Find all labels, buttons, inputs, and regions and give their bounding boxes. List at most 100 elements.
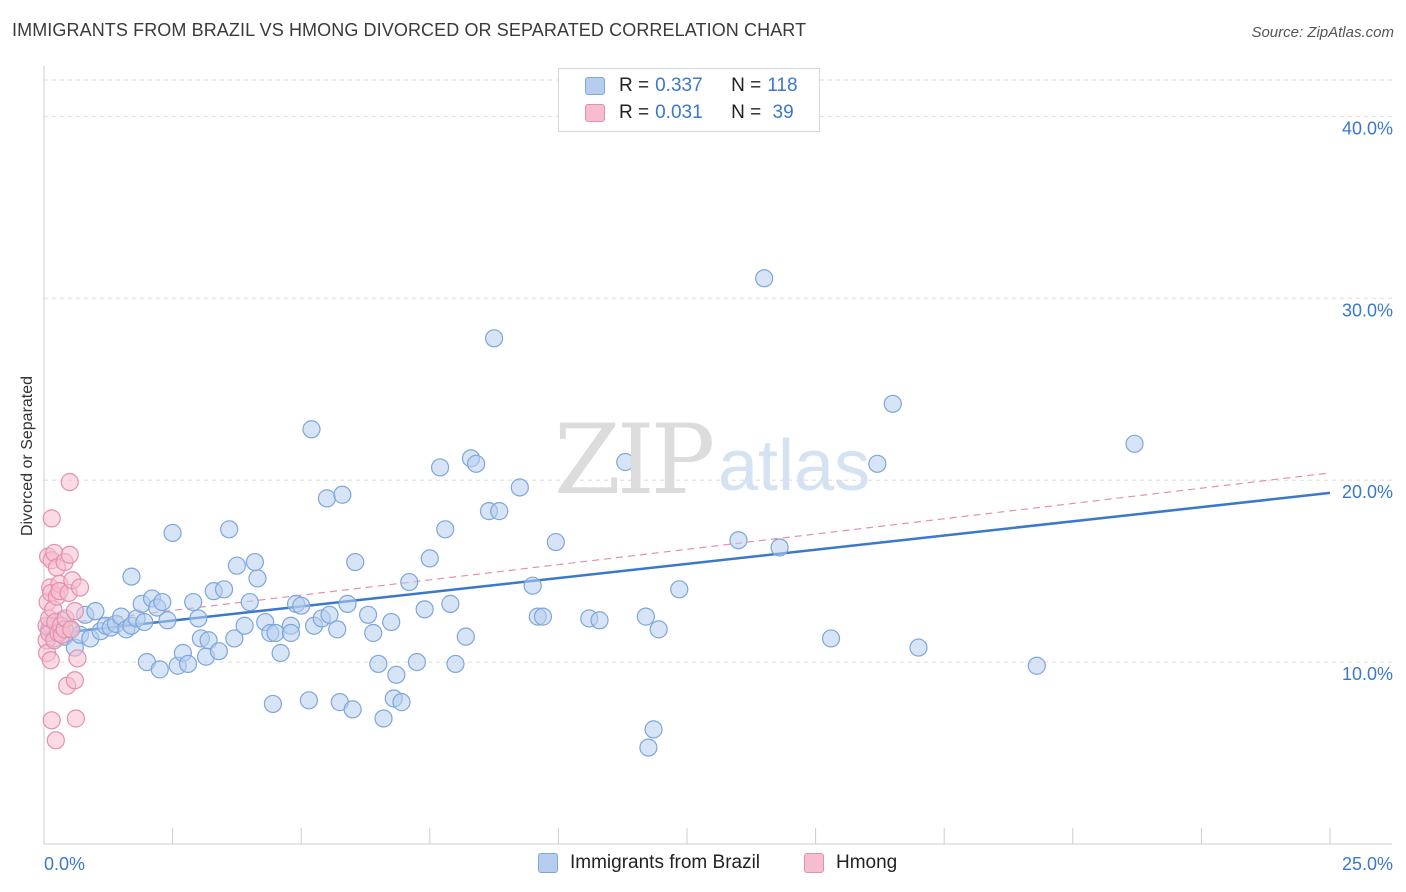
brazil-point <box>266 623 285 643</box>
chart-title: IMMIGRANTS FROM BRAZIL VS HMONG DIVORCED… <box>12 20 807 40</box>
y-tick-label: 10.0% <box>1342 664 1393 684</box>
brazil-point <box>909 638 928 657</box>
brazil-point <box>346 552 365 572</box>
brazil-point <box>248 569 267 588</box>
brazil-point <box>225 629 244 648</box>
brazil-point <box>333 485 352 504</box>
brazil-point <box>338 594 357 613</box>
legend-r-value: 0.031 <box>655 102 703 123</box>
brazil-point <box>263 694 283 714</box>
brazil-point <box>320 605 339 624</box>
brazil-point <box>227 556 246 575</box>
axes <box>43 66 1392 845</box>
brazil-point <box>1027 656 1046 675</box>
brazil-point <box>420 549 439 568</box>
brazil-point <box>533 607 553 626</box>
brazil-point <box>821 629 841 648</box>
y-tick-label: 40.0% <box>1342 118 1393 138</box>
hmong-point <box>68 649 87 668</box>
brazil-point <box>240 592 259 612</box>
brazil-point <box>883 394 902 413</box>
brazil-point <box>446 654 465 674</box>
brazil-point <box>636 607 655 626</box>
legend-r-label: R = <box>619 102 650 123</box>
legend-row-hmong: R = 0.031 N = 39 <box>585 100 794 126</box>
brazil-point <box>639 738 658 757</box>
brazil-point <box>220 520 239 539</box>
watermark-zip: ZIP <box>554 404 715 516</box>
hmong-point <box>42 509 61 528</box>
brazil-trend-line <box>43 491 1331 637</box>
brazil-point <box>209 642 228 661</box>
legend-n-label: N = <box>731 102 762 123</box>
brazil-point <box>369 654 388 674</box>
brazil-point <box>644 720 663 739</box>
brazil-point <box>387 665 406 684</box>
correlation-legend: R = 0.337 N = 118 R = 0.031 N = 39 <box>558 68 820 132</box>
brazil-point <box>158 611 177 630</box>
brazil-point <box>86 602 105 621</box>
brazil-point <box>271 643 290 663</box>
brazil-point <box>364 623 383 643</box>
brazil-point <box>510 478 529 497</box>
bottom-legend-swatch-hmong <box>804 853 824 873</box>
brazil-point <box>328 620 347 639</box>
brazil-point <box>670 580 689 599</box>
brazil-point <box>430 458 450 477</box>
legend-swatch-hmong <box>585 104 605 122</box>
brazil-point <box>235 616 254 635</box>
hmong-point <box>42 711 61 730</box>
brazil-point <box>466 454 486 473</box>
brazil-point <box>358 605 378 624</box>
brazil-point <box>616 452 635 472</box>
brazil-point <box>343 700 362 719</box>
brazil-point <box>374 709 393 728</box>
y-axis-title: Divorced or Separated <box>19 375 36 537</box>
hmong-point <box>46 731 65 750</box>
watermark-atlas: atlas <box>718 426 871 506</box>
brazil-point <box>382 612 401 632</box>
brazil-point <box>163 523 182 543</box>
x-tick-label-min: 0.0% <box>44 854 85 874</box>
brazil-point <box>317 489 337 508</box>
legend-row-brazil: R = 0.337 N = 118 <box>585 73 798 99</box>
brazil-point <box>1125 434 1144 453</box>
legend-n-label: N = <box>731 75 762 96</box>
brazil-point <box>456 627 475 646</box>
y-tick-label: 30.0% <box>1342 300 1393 320</box>
brazil-point <box>770 538 789 557</box>
brazil-point <box>292 596 311 615</box>
hmong-point <box>60 545 79 564</box>
hmong-point <box>65 602 84 621</box>
brazil-point <box>755 269 774 288</box>
brazil-point <box>868 454 887 473</box>
brazil-point <box>150 660 169 679</box>
legend-r-label: R = <box>619 75 650 96</box>
brazil-point <box>590 611 609 630</box>
bottom-legend-label-hmong: Hmong <box>836 852 898 873</box>
brazil-point <box>214 580 234 599</box>
hmong-point <box>60 472 79 492</box>
legend-n-value: 118 <box>767 75 798 96</box>
trend-lines <box>43 472 1331 637</box>
hmong-point <box>65 671 84 690</box>
brazil-point <box>523 576 542 595</box>
bottom-legend-hmong: Hmong <box>804 852 897 874</box>
y-tick-label: 20.0% <box>1342 482 1393 502</box>
legend-n-value: 39 <box>767 102 794 123</box>
brazil-point <box>441 594 460 613</box>
brazil-point <box>153 592 172 612</box>
chart-source: Source: ZipAtlas.com <box>1251 24 1394 41</box>
tick-labels: 10.0% 20.0% 30.0% 40.0% 0.0% 25.0% <box>44 118 1393 874</box>
brazil-point <box>490 502 509 521</box>
hmong-point <box>62 620 81 639</box>
brazil-point <box>436 520 455 539</box>
brazil-point <box>729 531 748 550</box>
brazil-point <box>281 623 301 643</box>
bottom-legend-brazil: Immigrants from Brazil <box>538 852 760 874</box>
brazil-point <box>189 609 208 628</box>
brazil-point <box>245 552 265 572</box>
legend-r-value: 0.337 <box>655 75 703 96</box>
brazil-point <box>299 691 319 710</box>
brazil-point <box>649 620 668 639</box>
